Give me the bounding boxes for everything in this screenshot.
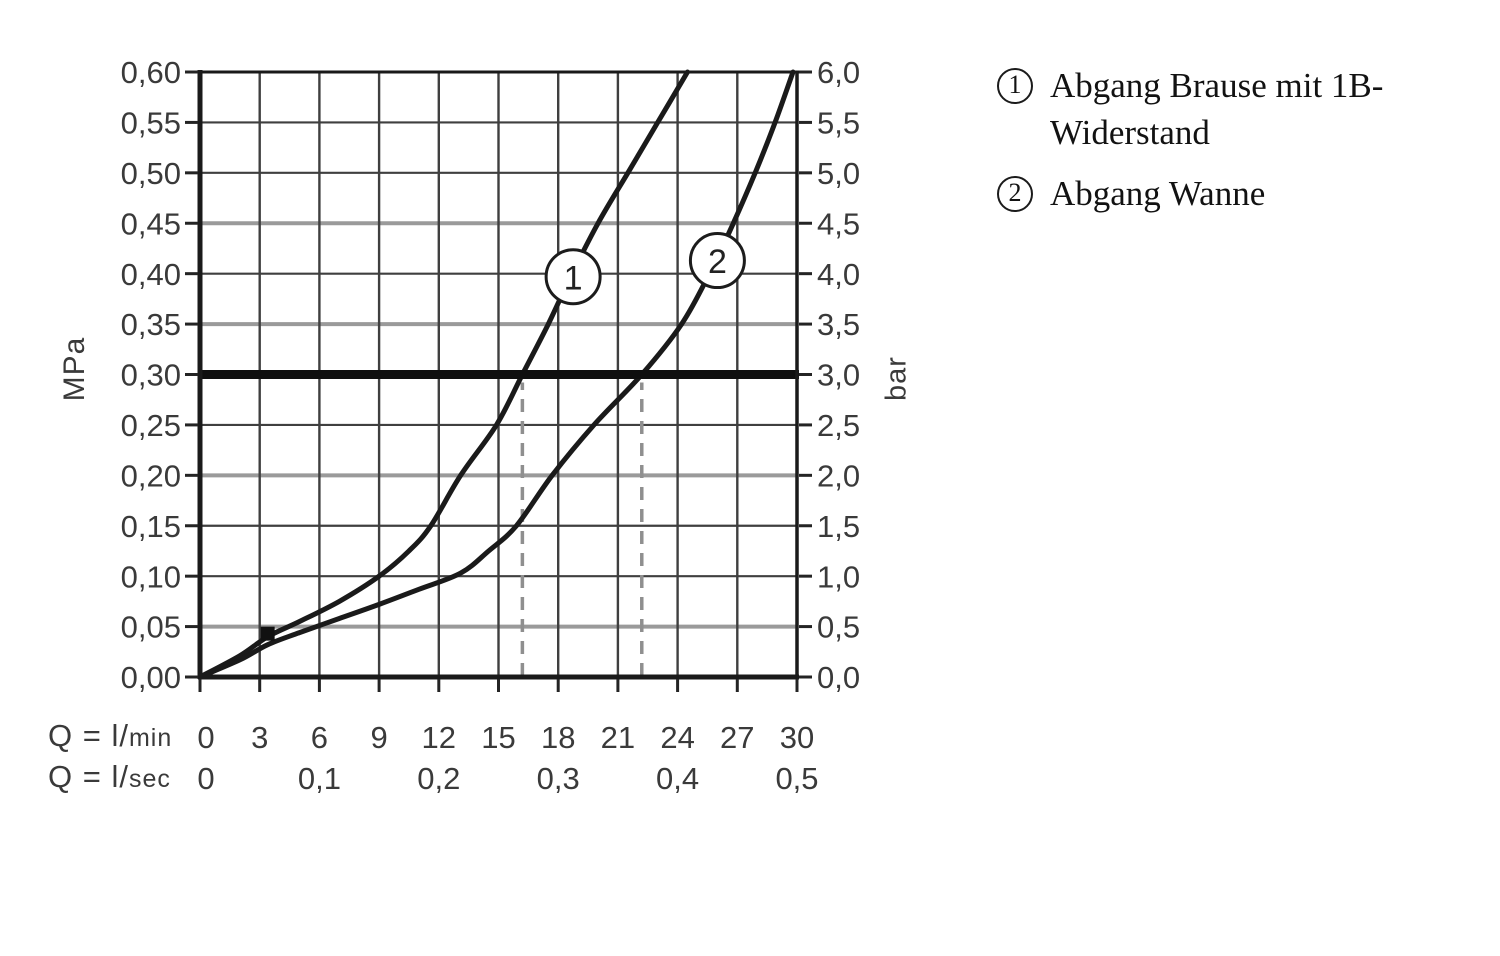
tick-label-bar: 2,5 xyxy=(817,408,860,443)
tick-label-bar: 2,0 xyxy=(817,458,860,493)
legend-circled-number-2: 2 xyxy=(997,176,1033,212)
tick-label-bar: 1,5 xyxy=(817,509,860,544)
legend-item-1: 1 Abgang Brause mit 1B- Widerstand xyxy=(997,62,1383,156)
legend-circled-number-1: 1 xyxy=(997,68,1033,104)
tick-label-lsec: 0,2 xyxy=(417,761,460,796)
tick-label-bar: 5,5 xyxy=(817,106,860,141)
tick-label-bar: 0,5 xyxy=(817,610,860,645)
tick-label-lsec: 0,3 xyxy=(537,761,580,796)
x-axis-lmin-label: Q = l/min xyxy=(48,718,172,754)
curve-2 xyxy=(197,69,796,680)
curve-badge-label-2: 2 xyxy=(708,243,727,281)
curve-badge-label-1: 1 xyxy=(564,259,583,297)
tick-label-lsec: 0 xyxy=(197,761,214,796)
tick-label-bar: 0,0 xyxy=(817,660,860,695)
tick-label-mpa: 0,50 xyxy=(121,156,181,191)
tick-label-lmin: 21 xyxy=(601,720,635,755)
tick-label-bar: 5,0 xyxy=(817,156,860,191)
tick-label-lmin: 3 xyxy=(251,720,268,755)
tick-label-lsec: 0,1 xyxy=(298,761,341,796)
tick-label-mpa: 0,25 xyxy=(121,408,181,443)
curve-badge-2 xyxy=(688,232,746,290)
tick-label-mpa: 0,45 xyxy=(121,206,181,241)
tick-label-mpa: 0,30 xyxy=(121,358,181,393)
tick-label-bar: 6,0 xyxy=(817,55,860,90)
y-left-axis-unit: MPa xyxy=(58,336,91,402)
tick-label-bar: 3,0 xyxy=(817,358,860,393)
curve-1 xyxy=(197,69,690,680)
lmin-label-prefix: Q = l/ xyxy=(48,718,129,753)
legend-label-1-line2: Widerstand xyxy=(1050,113,1210,152)
legend-label-2: Abgang Wanne xyxy=(1050,170,1265,217)
curve-badge-1 xyxy=(544,248,602,306)
tick-label-lmin: 12 xyxy=(422,720,456,755)
tick-label-mpa: 0,15 xyxy=(121,509,181,544)
tick-label-lmin: 9 xyxy=(370,720,387,755)
tick-label-lmin: 0 xyxy=(197,720,214,755)
tick-label-lmin: 15 xyxy=(481,720,515,755)
tick-label-bar: 4,5 xyxy=(817,206,860,241)
tick-label-mpa: 0,35 xyxy=(121,307,181,342)
y-right-axis-unit: bar xyxy=(880,356,913,401)
tick-label-bar: 3,5 xyxy=(817,307,860,342)
tick-label-lsec: 0,5 xyxy=(775,761,818,796)
legend-label-2-line1: Abgang Wanne xyxy=(1050,174,1266,213)
tick-label-lmin: 27 xyxy=(720,720,754,755)
tick-label-mpa: 0,60 xyxy=(121,55,181,90)
x-axis-lsec-label: Q = l/sec xyxy=(48,759,171,795)
legend: 1 Abgang Brause mit 1B- Widerstand 2 Abg… xyxy=(997,62,1383,217)
tick-label-lmin: 24 xyxy=(660,720,694,755)
tick-label-mpa: 0,20 xyxy=(121,458,181,493)
tick-label-lmin: 18 xyxy=(541,720,575,755)
lsec-label-prefix: Q = l/ xyxy=(48,759,129,794)
tick-label-mpa: 0,10 xyxy=(121,559,181,594)
legend-label-1-line1: Abgang Brause mit 1B- xyxy=(1050,66,1384,105)
tick-label-lsec: 0,4 xyxy=(656,761,699,796)
tick-label-mpa: 0,05 xyxy=(121,610,181,645)
tick-label-bar: 1,0 xyxy=(817,559,860,594)
flow-marker-square xyxy=(260,626,275,641)
legend-label-1: Abgang Brause mit 1B- Widerstand xyxy=(1050,62,1383,156)
tick-label-mpa: 0,00 xyxy=(121,660,181,695)
lmin-label-unit: min xyxy=(128,724,173,752)
tick-label-lmin: 6 xyxy=(311,720,328,755)
tick-label-mpa: 0,40 xyxy=(121,257,181,292)
tick-label-lmin: 30 xyxy=(780,720,814,755)
legend-item-2: 2 Abgang Wanne xyxy=(997,170,1383,217)
tick-label-bar: 4,0 xyxy=(817,257,860,292)
tick-label-mpa: 0,55 xyxy=(121,106,181,141)
lsec-label-unit: sec xyxy=(128,765,171,793)
